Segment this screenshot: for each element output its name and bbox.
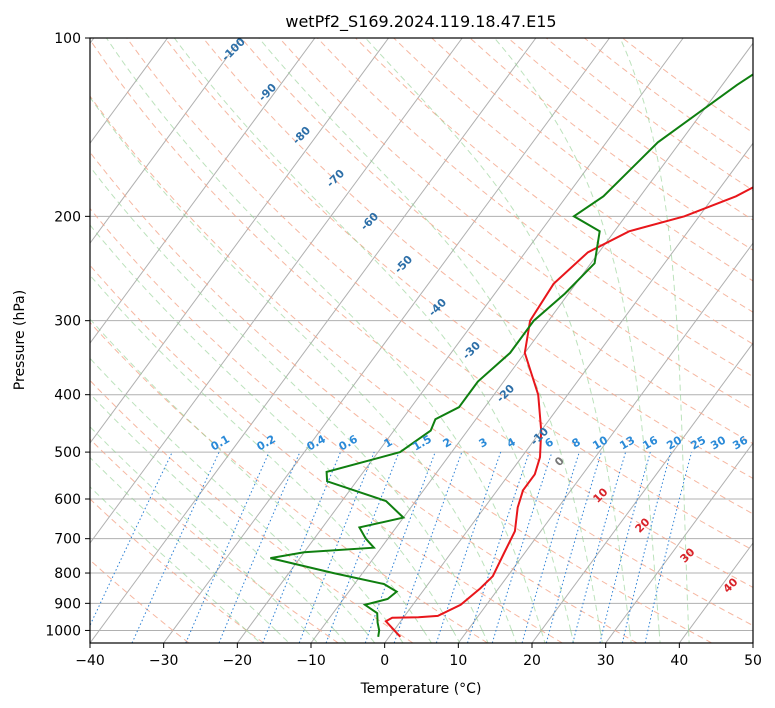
y-tick-label: 200 (54, 209, 81, 225)
y-tick-label: 1000 (45, 623, 81, 639)
y-tick-label: 800 (54, 566, 81, 582)
isotherm-line (90, 38, 316, 344)
dewpoint-line (270, 73, 753, 637)
sounding-lines (270, 73, 753, 638)
moist-adiabat-line (494, 38, 660, 631)
moist-adiabat-line (422, 630, 433, 643)
moist-adiabat-line (258, 38, 601, 631)
isotherm-line (384, 142, 753, 643)
moist-adiabat-line (90, 96, 513, 631)
y-axis-label: Pressure (hPa) (12, 290, 28, 390)
dry-adiabat-line (90, 151, 712, 643)
x-tick-label: −20 (223, 653, 253, 669)
x-axis-label: Temperature (°C) (360, 681, 482, 697)
y-tick-label: 400 (54, 388, 81, 404)
chart-title: wetPf2_S169.2024.119.18.47.E15 (285, 12, 556, 32)
moist-adiabat-line (105, 38, 542, 631)
x-tick-label: −40 (75, 653, 105, 669)
moist-adiabat-line (334, 630, 347, 643)
x-tick-label: 20 (523, 653, 541, 669)
isotherm-line (90, 38, 168, 145)
dry-adiabat-line (90, 207, 638, 643)
moist-adiabat-line (599, 630, 603, 643)
dry-adiabat-line (90, 38, 753, 588)
mixing-ratio-line (621, 451, 672, 643)
mixing-ratio-line (467, 451, 530, 643)
moist-adiabat-line (658, 630, 661, 643)
moist-adiabat-line (90, 486, 247, 631)
moist-adiabat-line (90, 393, 336, 631)
isotherm-line (531, 342, 753, 643)
x-tick-label: −10 (296, 653, 326, 669)
isotherm-line (310, 42, 753, 643)
mixing-ratio-line (521, 451, 580, 643)
mixing-ratio-line (644, 451, 693, 643)
moist-adiabat-line (452, 630, 461, 643)
y-axis-ticks: 1000 900 800 700 600 500 400 300 200 100 (45, 31, 90, 639)
isotherm-line (90, 38, 537, 643)
x-tick-label: 50 (744, 653, 762, 669)
moist-adiabat-line (246, 630, 261, 643)
moist-adiabat-line (90, 224, 454, 631)
moist-adiabat-line (173, 38, 572, 631)
isotherm-line (90, 38, 389, 444)
y-tick-label: 500 (54, 445, 81, 461)
x-axis-ticks: −40 −30 −20 −10 0 10 20 30 40 50 (75, 643, 762, 669)
mixing-ratio-line (599, 451, 651, 643)
mixing-ratio-line (572, 451, 627, 643)
dry-adiabat-line (317, 38, 753, 378)
temperature-line (384, 186, 753, 638)
mixing-ratio-line (393, 451, 463, 643)
dry-adiabat-line (90, 379, 414, 643)
moist-adiabat-line (90, 426, 306, 631)
dry-adiabat-line (164, 38, 753, 515)
mixing-ratio-line (262, 451, 341, 643)
x-tick-label: −30 (149, 653, 179, 669)
mixing-ratio-line (218, 451, 301, 643)
y-tick-label: 100 (54, 31, 81, 47)
moist-adiabat-line (275, 630, 290, 643)
moist-adiabat-line (511, 630, 518, 643)
x-tick-label: 40 (670, 653, 688, 669)
x-tick-label: 30 (597, 653, 615, 669)
isotherm-line (236, 38, 684, 643)
moist-adiabat-line (688, 630, 690, 643)
x-tick-label: 0 (380, 653, 389, 669)
moist-adiabat-line (365, 38, 631, 631)
mixing-ratio-line (435, 451, 502, 643)
mixing-ratio-line (545, 451, 602, 643)
y-tick-label: 300 (54, 314, 81, 330)
moist-adiabat-line (481, 630, 489, 643)
y-tick-label: 900 (54, 596, 81, 612)
plot-frame (89, 37, 754, 644)
mixing-ratio-line (185, 451, 270, 643)
isotherm-line (90, 38, 463, 544)
moist-adiabat-line (90, 456, 277, 631)
moist-adiabat-line (619, 38, 690, 631)
mixing-ratio-line (364, 451, 436, 643)
moist-adiabat-line (305, 630, 319, 643)
mixing-ratio-line (325, 451, 400, 643)
moist-adiabat-line (364, 630, 376, 643)
moist-adiabat-line (90, 318, 395, 631)
mixing-ratio-line (491, 451, 553, 643)
x-tick-label: 10 (449, 653, 467, 669)
moist-adiabat-line (90, 165, 483, 631)
dry-adiabat-line (90, 264, 563, 643)
dry-adiabat-line (126, 38, 753, 551)
dry-adiabat-line (90, 95, 753, 627)
dry-adiabat-line (355, 38, 753, 345)
isotherm-line (90, 38, 242, 245)
mixing-ratio-line (298, 451, 375, 643)
moist-adiabat-line (90, 274, 424, 631)
isotherm-line (457, 242, 753, 643)
y-tick-label: 700 (54, 532, 81, 548)
moist-adiabat-line (629, 630, 632, 643)
isotherm-line (605, 442, 753, 643)
y-tick-label: 600 (54, 492, 81, 508)
isotherm-line (163, 38, 610, 643)
moist-adiabat-line (540, 630, 546, 643)
